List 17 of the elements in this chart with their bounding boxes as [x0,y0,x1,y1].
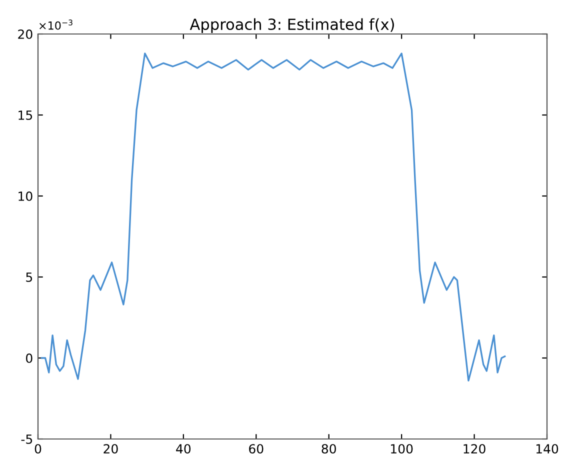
y-tick-label: 0 [26,353,32,363]
x-tick-label: 80 [322,444,336,454]
y-tick-label: 5 [26,272,32,282]
chart-title: Approach 3: Estimated f(x) [190,18,394,34]
x-tick-label: 140 [536,444,558,454]
x-tick-label: 0 [34,444,42,454]
text: ×10$^{−3}$ [40,20,72,30]
y-tick-label: 15 [18,110,32,120]
x-tick-label: 60 [249,444,264,454]
x-tick-label: 20 [104,444,118,454]
line-series [40,52,506,382]
x-tick-label: 100 [391,444,413,454]
y-tick-label: 20 [18,29,32,39]
x-tick-label: 120 [464,444,486,454]
y-tick-label: 10 [18,191,32,201]
x-tick-label: 40 [176,444,191,454]
y-tick-label: -5 [21,434,32,444]
